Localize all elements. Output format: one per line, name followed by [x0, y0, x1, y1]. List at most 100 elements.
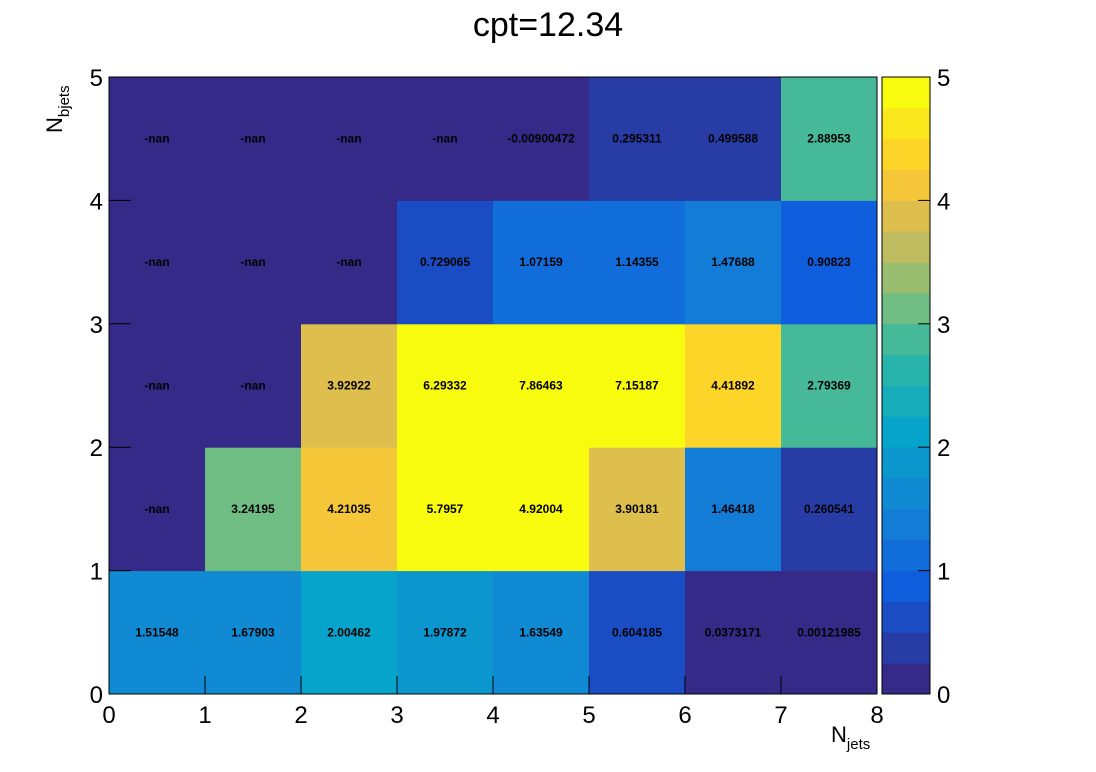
axes: 0 1 2 3 4 5 6 7 8 0 1 2 3 4 5 — [90, 65, 884, 729]
heatmap-cell — [493, 323, 590, 448]
colorbar-level — [882, 539, 930, 572]
cell-value-label: -nan — [432, 132, 457, 146]
x-tick-label: 3 — [390, 702, 403, 729]
y-tick-label: 1 — [90, 559, 103, 586]
colorbar-tick-label: 1 — [937, 559, 950, 586]
cell-value-label: 0.499588 — [708, 132, 758, 146]
colorbar-level — [882, 323, 930, 356]
cell-value-label: 4.92004 — [519, 502, 563, 516]
heatmap-cell — [109, 447, 206, 572]
heatmap-cells — [109, 77, 878, 695]
heatmap-cell — [397, 323, 494, 448]
cell-value-label: -nan — [144, 132, 169, 146]
heatmap-cell — [685, 447, 782, 572]
cell-value-label: 1.63549 — [519, 625, 563, 639]
x-tick-label: 7 — [774, 702, 787, 729]
heatmap-cell — [685, 570, 782, 695]
heatmap-cell — [397, 77, 494, 201]
x-tick-label: 5 — [582, 702, 595, 729]
colorbar-level — [882, 231, 930, 263]
heatmap-cell — [109, 200, 206, 325]
y-tick-label: 5 — [90, 65, 103, 92]
cell-value-label: 0.0373171 — [705, 625, 762, 639]
heatmap-cell — [397, 200, 494, 325]
cell-value-label: 2.00462 — [327, 625, 371, 639]
colorbar-level — [882, 601, 930, 633]
heatmap-cell — [205, 447, 302, 572]
y-axis-label-base: N — [42, 117, 67, 133]
cell-value-label: 1.51548 — [135, 625, 179, 639]
cell-labels: 1.51548 1.67903 2.00462 1.97872 1.63549 0.604… — [135, 132, 861, 640]
chart-title: cpt=12.34 — [473, 6, 623, 44]
x-axis-label: Njets — [831, 722, 870, 753]
heatmap-cell — [109, 323, 206, 448]
heatmap-cell — [493, 77, 590, 201]
cell-value-label: 5.7957 — [427, 502, 464, 516]
colorbar: 0 1 2 3 4 5 — [881, 65, 950, 709]
colorbar-level — [882, 138, 930, 171]
x-tick-label: 8 — [870, 702, 883, 729]
x-axis-label-base: N — [831, 722, 847, 747]
heatmap-cell — [301, 323, 398, 448]
heatmap-cell — [589, 570, 686, 695]
cell-value-label: 6.29332 — [423, 379, 467, 393]
colorbar-tick-label: 3 — [937, 312, 950, 339]
colorbar-level — [882, 107, 930, 140]
heatmap-cell — [589, 447, 686, 572]
y-tick-label: 2 — [90, 435, 103, 462]
colorbar-tick-label: 5 — [937, 65, 950, 92]
cell-value-label: -nan — [144, 502, 169, 516]
heatmap-cell — [205, 323, 302, 448]
heatmap-cell — [685, 200, 782, 325]
heatmap-cell — [301, 77, 398, 201]
heatmap-cell — [301, 200, 398, 325]
heatmap-cell — [493, 570, 590, 695]
colorbar-level — [882, 169, 930, 201]
y-tick-label: 3 — [90, 312, 103, 339]
colorbar-tick-label: 4 — [937, 188, 950, 215]
cell-value-label: 7.15187 — [615, 379, 659, 393]
cell-value-label: -nan — [240, 379, 265, 393]
colorbar-tick-label: 0 — [937, 682, 950, 709]
cell-value-label: -nan — [240, 255, 265, 269]
heatmap-cell — [109, 570, 206, 695]
heatmap-cell — [397, 570, 494, 695]
cell-value-label: 0.295311 — [612, 132, 662, 146]
cell-value-label: 1.47688 — [711, 255, 755, 269]
heatmap-cell — [781, 323, 878, 448]
cell-value-label: 4.41892 — [711, 379, 755, 393]
cell-value-label: 0.90823 — [807, 255, 851, 269]
heatmap-cell — [781, 570, 878, 695]
heatmap-cell — [205, 200, 302, 325]
cell-value-label: -nan — [240, 132, 265, 146]
colorbar-level — [882, 200, 930, 232]
colorbar-level — [882, 478, 930, 510]
colorbar-level — [882, 262, 930, 294]
cell-value-label: 0.260541 — [804, 502, 854, 516]
colorbar-level — [882, 570, 930, 602]
heatmap-cell — [493, 200, 590, 325]
heatmap-cell — [301, 570, 398, 695]
heatmap-cell — [301, 447, 398, 572]
x-tick-label: 4 — [486, 702, 499, 729]
cell-value-label: -nan — [336, 255, 361, 269]
heatmap-cell — [589, 200, 686, 325]
colorbar-tick-label: 2 — [937, 435, 950, 462]
cell-value-label: -nan — [144, 379, 169, 393]
cell-value-label: 4.21035 — [327, 502, 371, 516]
heatmap-cell — [685, 77, 782, 201]
cell-value-label: 3.92922 — [327, 379, 371, 393]
colorbar-frame — [881, 76, 931, 695]
colorbar-level — [882, 292, 930, 325]
colorbar-level — [882, 663, 930, 695]
cell-value-label: 1.07159 — [519, 255, 563, 269]
cell-value-label: 7.86463 — [519, 379, 563, 393]
cell-value-label: 3.90181 — [615, 502, 659, 516]
colorbar-level — [882, 77, 930, 109]
cell-value-label: 1.46418 — [711, 502, 755, 516]
cell-value-label: -nan — [144, 255, 169, 269]
cell-value-label: 1.67903 — [231, 625, 275, 639]
x-tick-label: 0 — [102, 702, 115, 729]
cell-value-label: 0.00121985 — [797, 625, 861, 639]
